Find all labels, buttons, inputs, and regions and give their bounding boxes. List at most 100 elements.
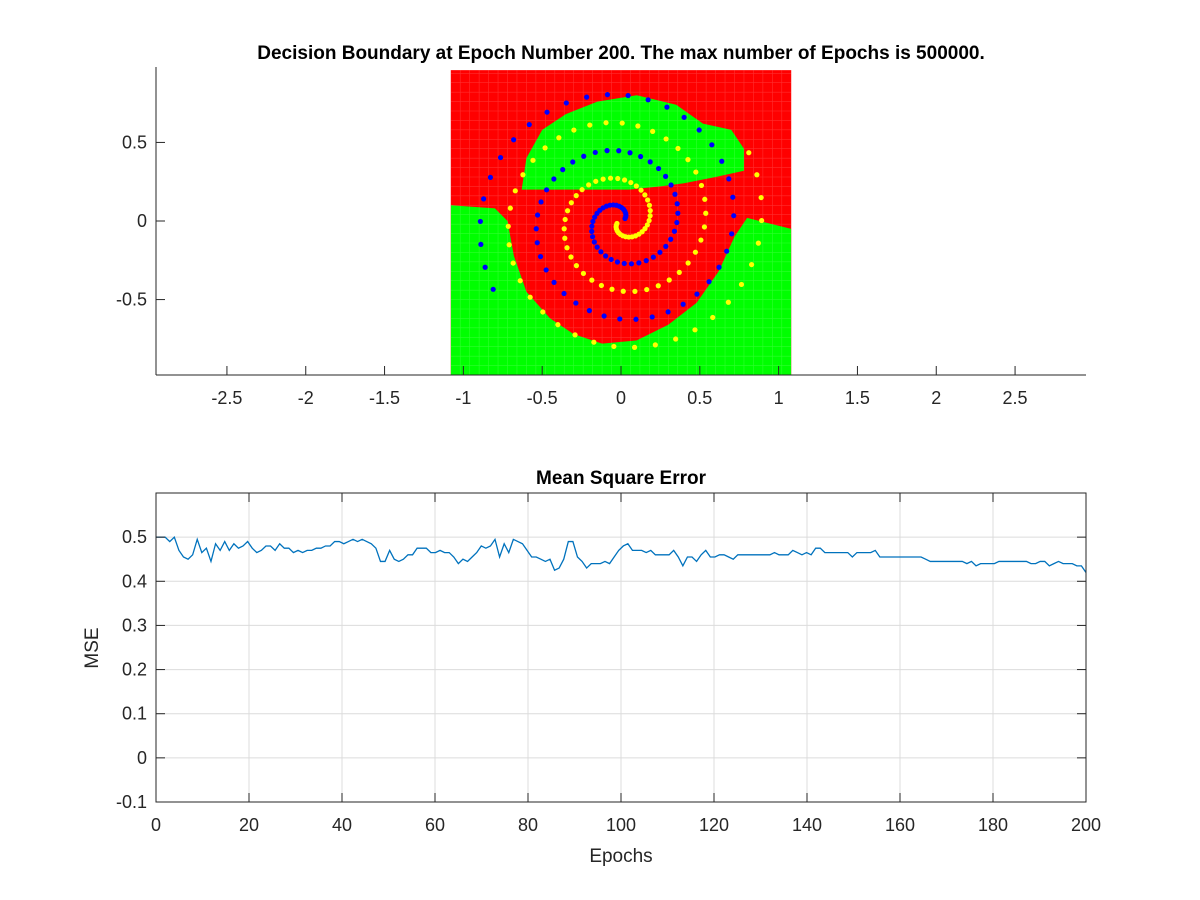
spiral-b-point xyxy=(555,322,561,328)
spiral-b-point xyxy=(607,175,614,181)
spiral-a-point xyxy=(668,236,674,242)
region-class-b-upper xyxy=(521,95,744,190)
spiral-b-point xyxy=(638,187,644,193)
spiral-a-point xyxy=(586,308,592,314)
spiral-b-point xyxy=(512,188,518,194)
spiral-b-point xyxy=(562,235,568,241)
spiral-a-point xyxy=(665,309,671,315)
spiral-a-point xyxy=(662,173,669,179)
spiral-b-point xyxy=(650,128,656,134)
decision-boundary-plot: Decision Boundary at Epoch Number 200. T… xyxy=(116,43,1086,408)
spiral-b-point xyxy=(530,157,536,163)
spiral-a-point xyxy=(590,218,596,225)
spiral-a-point xyxy=(537,253,544,260)
spiral-a-point xyxy=(633,316,639,322)
spiral-b-point xyxy=(758,194,764,201)
mse-y-axis-label: MSE xyxy=(82,627,103,668)
x-tick-label: 2 xyxy=(931,388,941,408)
spiral-b-point xyxy=(652,342,658,348)
spiral-b-point xyxy=(754,172,760,178)
spiral-a-point xyxy=(663,243,669,249)
spiral-a-point xyxy=(696,127,702,133)
spiral-a-point xyxy=(625,92,631,99)
spiral-b-point xyxy=(580,270,587,277)
spiral-b-point xyxy=(527,294,533,300)
y-tick-label: 0.1 xyxy=(122,704,147,724)
spiral-a-point xyxy=(729,231,735,237)
x-tick-label: 80 xyxy=(518,815,538,835)
spiral-b-point xyxy=(646,217,652,224)
spiral-b-point xyxy=(520,172,526,178)
y-tick-label: 0.4 xyxy=(122,571,147,591)
spiral-a-point xyxy=(561,290,567,297)
spiral-b-point xyxy=(507,205,513,211)
x-tick-label: 160 xyxy=(885,815,915,835)
y-tick-label: -0.5 xyxy=(116,290,147,310)
mse-line-series xyxy=(156,535,1087,573)
x-tick-label: -1 xyxy=(455,388,471,408)
spiral-a-point xyxy=(589,234,596,240)
spiral-a-point xyxy=(672,191,678,197)
spiral-b-point xyxy=(644,222,650,228)
decision-boundary-title: Decision Boundary at Epoch Number 200. T… xyxy=(257,43,985,64)
spiral-b-point xyxy=(748,261,755,268)
region-class-b-upper-shape xyxy=(521,95,744,190)
x-tick-label: 1 xyxy=(774,388,784,408)
spiral-a-point xyxy=(573,300,579,306)
spiral-a-point xyxy=(645,97,651,103)
spiral-b-point xyxy=(609,286,615,292)
spiral-b-point xyxy=(685,260,691,266)
spiral-a-point xyxy=(724,248,730,254)
spiral-a-point xyxy=(497,154,504,161)
spiral-a-point xyxy=(674,219,680,226)
spiral-b-point xyxy=(632,288,638,294)
spiral-a-point xyxy=(490,286,496,292)
spiral-b-point xyxy=(564,208,571,214)
mse-line xyxy=(156,535,1087,573)
x-tick-label: 20 xyxy=(239,815,259,835)
spiral-a-point xyxy=(671,228,678,234)
spiral-a-point xyxy=(481,196,487,202)
spiral-a-point xyxy=(538,199,544,205)
spiral-b-point xyxy=(587,122,593,128)
spiral-a-point xyxy=(592,149,598,156)
spiral-b-point xyxy=(611,343,617,350)
spiral-b-point xyxy=(738,281,745,288)
x-tick-label: -2.5 xyxy=(211,388,242,408)
spiral-b-point xyxy=(655,283,661,289)
mse-grid xyxy=(156,493,1086,802)
spiral-a-point xyxy=(478,241,484,248)
spiral-a-point xyxy=(643,258,649,264)
spiral-a-point xyxy=(627,150,633,156)
spiral-a-point xyxy=(706,279,712,285)
spiral-b-point xyxy=(642,226,648,232)
spiral-b-point xyxy=(685,157,691,163)
x-tick-label: 1.5 xyxy=(845,388,870,408)
mse-x-axis-label: Epochs xyxy=(589,846,652,867)
spiral-a-point xyxy=(560,167,566,173)
x-tick-label: 100 xyxy=(606,815,636,835)
spiral-a-point xyxy=(674,201,680,207)
spiral-b-point xyxy=(755,240,761,246)
spiral-a-point xyxy=(584,94,590,100)
y-tick-label: 0.5 xyxy=(122,132,147,152)
spiral-b-point xyxy=(593,178,599,184)
y-tick-label: 0.5 xyxy=(122,527,147,547)
y-tick-label: 0.2 xyxy=(122,660,147,680)
x-tick-label: 0 xyxy=(616,388,626,408)
spiral-a-point xyxy=(730,194,736,200)
spiral-a-point xyxy=(589,223,595,229)
spiral-a-point xyxy=(608,256,614,263)
spiral-a-point xyxy=(655,165,662,172)
x-tick-label: 2.5 xyxy=(1003,388,1028,408)
spiral-b-point xyxy=(631,344,638,350)
spiral-b-point xyxy=(568,254,574,260)
x-tick-label: 0.5 xyxy=(687,388,712,408)
spiral-a-point xyxy=(647,159,653,165)
spiral-a-point xyxy=(617,316,623,322)
y-tick-label: -0.1 xyxy=(116,792,147,812)
x-tick-label: 180 xyxy=(978,815,1008,835)
spiral-b-point xyxy=(517,278,523,284)
spiral-b-point xyxy=(561,226,567,232)
spiral-a-point xyxy=(664,104,670,110)
